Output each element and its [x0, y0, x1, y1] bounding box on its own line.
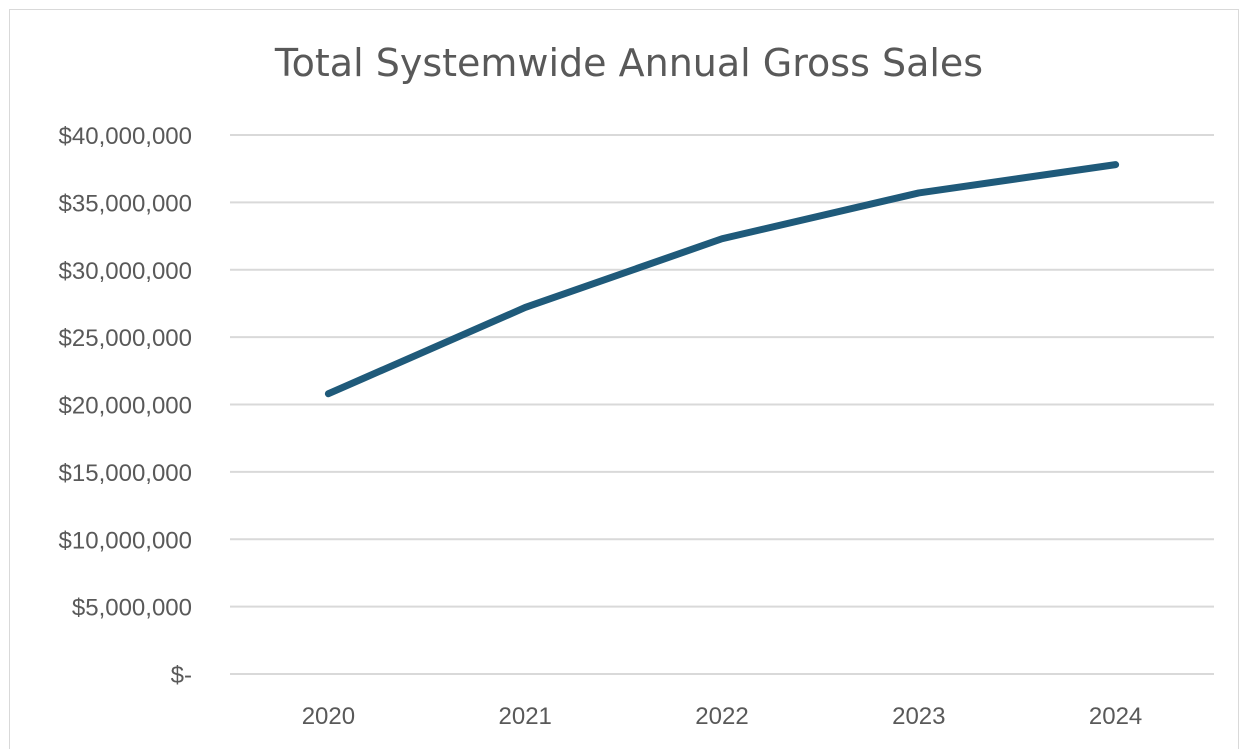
y-tick-label: $30,000,000 — [59, 258, 192, 285]
chart-frame — [9, 9, 1239, 749]
y-tick-label: $- — [171, 662, 192, 689]
x-tick-label: 2024 — [1089, 703, 1142, 730]
series-line — [324, 161, 1120, 398]
series-group — [324, 161, 1120, 398]
y-tick-label: $40,000,000 — [59, 123, 192, 150]
x-axis-tick-labels: 2020 2021 2022 2023 2024 — [302, 703, 1143, 730]
y-tick-label: $15,000,000 — [59, 460, 192, 487]
y-tick-label: $10,000,000 — [59, 527, 192, 554]
y-axis-tick-labels: $- $5,000,000 $10,000,000 $15,000,000 $20,00… — [59, 123, 192, 689]
chart-title: Total Systemwide Annual Gross Sales — [274, 41, 983, 85]
y-tick-label: $5,000,000 — [72, 595, 192, 622]
gridlines — [230, 134, 1214, 675]
y-tick-label: $35,000,000 — [59, 190, 192, 217]
x-tick-label: 2022 — [695, 703, 748, 730]
y-tick-label: $20,000,000 — [59, 393, 192, 420]
y-tick-label: $25,000,000 — [59, 325, 192, 352]
x-tick-label: 2021 — [499, 703, 552, 730]
x-tick-label: 2020 — [302, 703, 355, 730]
x-tick-label: 2023 — [892, 703, 945, 730]
